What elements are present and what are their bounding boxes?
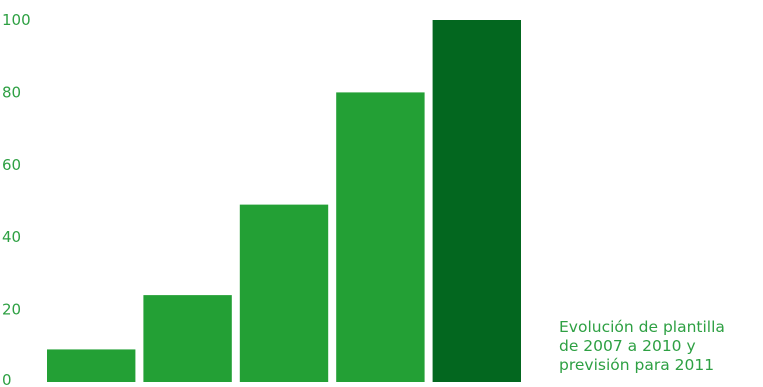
bar-2009 — [239, 204, 329, 382]
y-tick-label: 20 — [2, 301, 21, 319]
y-axis: 0 20 40 60 80 100 — [2, 11, 31, 387]
bar-2011 — [432, 20, 521, 382]
caption-line-3: previsión para 2011 — [559, 356, 715, 374]
caption-line-2: de 2007 a 2010 y — [559, 337, 696, 355]
y-tick-label: 100 — [2, 11, 31, 29]
chart-caption: Evolución de plantilla de 2007 a 2010 y … — [559, 318, 725, 375]
bars — [47, 20, 521, 383]
y-tick-label: 60 — [2, 156, 21, 174]
bar-2010 — [336, 92, 425, 383]
bar-2007 — [47, 349, 136, 382]
y-tick-label: 80 — [2, 83, 21, 101]
y-tick-label: 0 — [2, 371, 12, 387]
bar-2008 — [143, 295, 232, 382]
caption-line-1: Evolución de plantilla — [559, 318, 725, 336]
y-tick-label: 40 — [2, 228, 21, 246]
